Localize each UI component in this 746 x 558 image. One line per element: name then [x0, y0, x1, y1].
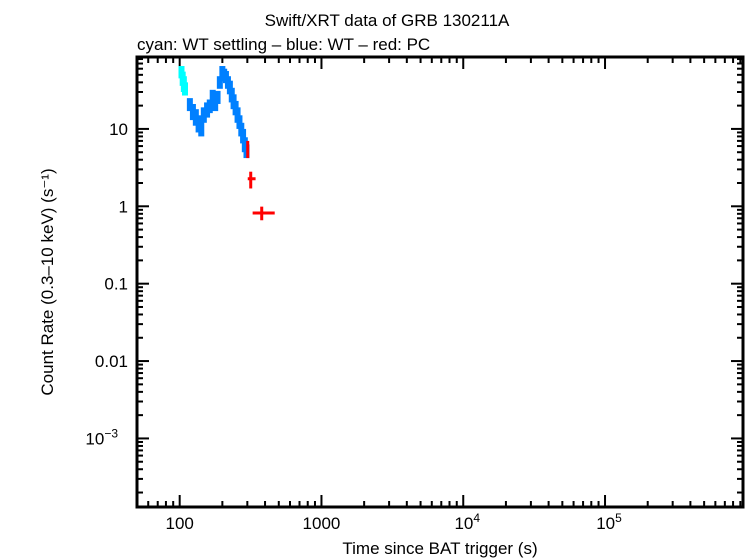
data-points — [178, 66, 275, 221]
data-point — [246, 140, 250, 159]
data-point — [214, 90, 221, 104]
x-tick-label: 104 — [454, 511, 480, 533]
y-axis-label: Count Rate (0.3–10 keV) (s⁻¹) — [38, 168, 57, 395]
data-point — [247, 171, 256, 189]
x-tick-label: 105 — [596, 511, 622, 533]
chart-title: Swift/XRT data of GRB 130211A — [265, 11, 510, 30]
x-tick-label: 1000 — [303, 514, 341, 533]
x-tick-label: 100 — [165, 514, 193, 533]
y-tick-label: 1 — [119, 197, 128, 216]
y-tick-label: 0.1 — [104, 275, 128, 294]
y-tick-label: 10−3 — [85, 426, 118, 448]
y-tick-label: 10 — [109, 120, 128, 139]
plot-frame — [135, 55, 745, 509]
data-point — [252, 206, 275, 221]
x-axis-label: Time since BAT trigger (s) — [342, 539, 537, 558]
axis-ticks — [136, 57, 743, 507]
chart-subtitle: cyan: WT settling – blue: WT – red: PC — [137, 35, 430, 54]
axis-tick-labels: 100 1000 104 105 10 1 0.1 0.01 10−3 — [85, 120, 622, 533]
data-point — [181, 82, 188, 96]
y-tick-label: 0.01 — [95, 352, 128, 371]
